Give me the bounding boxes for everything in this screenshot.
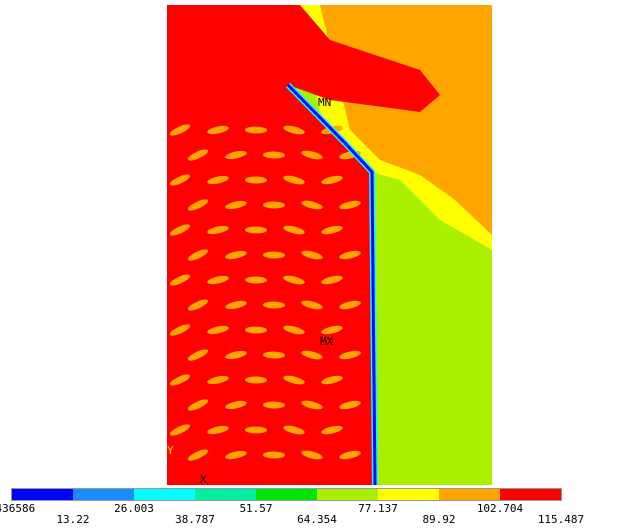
blob: [263, 201, 285, 209]
legend-bin: [73, 489, 134, 500]
blob: [339, 300, 361, 310]
blob: [339, 400, 361, 410]
blob: [169, 124, 191, 136]
blob: [207, 275, 229, 285]
blob: [225, 450, 247, 460]
blob: [245, 426, 267, 434]
legend-bin: [256, 489, 317, 500]
blob: [207, 425, 229, 435]
blob: [169, 424, 191, 436]
blob: [225, 400, 247, 410]
blob: [187, 399, 209, 411]
blob: [263, 251, 285, 259]
blob: [169, 374, 191, 386]
legend-label: 51.57: [239, 502, 272, 515]
blob: [225, 300, 247, 310]
blob: [187, 149, 209, 161]
blob: [263, 301, 285, 309]
blob: [169, 274, 191, 286]
blob: [225, 350, 247, 360]
blob: [283, 325, 305, 335]
blobs: [169, 124, 361, 461]
annotation: MX: [320, 335, 334, 348]
blob: [283, 225, 305, 235]
blob: [207, 225, 229, 235]
legend-label: .436586: [0, 502, 35, 515]
blob: [339, 450, 361, 460]
legend-label: 13.22: [56, 513, 89, 526]
blob: [321, 325, 343, 335]
edge-line: [286, 83, 377, 486]
blob: [339, 250, 361, 260]
blob: [245, 326, 267, 334]
legend-bin: [439, 489, 500, 500]
legend-bin: [12, 489, 73, 500]
legend-bin: [378, 489, 439, 500]
axis-label: Y: [167, 444, 174, 457]
blob: [245, 376, 267, 384]
blob: [301, 350, 323, 360]
blob: [225, 150, 247, 160]
blob: [225, 200, 247, 210]
field-green: [372, 172, 492, 485]
blob: [263, 451, 285, 459]
blob: [283, 375, 305, 385]
blob: [263, 151, 285, 159]
legend-label: 102.704: [477, 502, 524, 515]
blob: [301, 400, 323, 410]
blob: [321, 175, 343, 185]
blob: [321, 225, 343, 235]
axis-label: X: [200, 473, 207, 486]
legend-label: 77.137: [358, 502, 398, 515]
blob: [283, 125, 305, 135]
blob: [301, 150, 323, 160]
blob: [245, 176, 267, 184]
blob: [187, 199, 209, 211]
legend-label: 115.487: [538, 513, 584, 526]
blob: [321, 375, 343, 385]
annotation: MN: [318, 96, 331, 109]
blob: [321, 275, 343, 285]
blob: [339, 350, 361, 360]
legend-bin: [134, 489, 195, 500]
blob: [187, 299, 209, 311]
blob: [263, 401, 285, 409]
blob: [263, 351, 285, 359]
blob: [283, 175, 305, 185]
blob: [207, 325, 229, 335]
blob: [321, 425, 343, 435]
blob: [187, 449, 209, 461]
blob: [245, 276, 267, 284]
blob: [301, 250, 323, 260]
blob: [245, 126, 267, 134]
legend-label: 89.92: [422, 513, 455, 526]
blob: [225, 250, 247, 260]
blob: [339, 200, 361, 210]
legend-bin: [195, 489, 256, 500]
blob: [169, 324, 191, 336]
blob: [169, 224, 191, 236]
legend-bin: [317, 489, 378, 500]
blob: [301, 450, 323, 460]
blob: [207, 175, 229, 185]
blob: [283, 425, 305, 435]
blob: [301, 300, 323, 310]
blob: [169, 174, 191, 186]
blob: [245, 226, 267, 234]
blob: [207, 375, 229, 385]
legend-label: 38.787: [175, 513, 215, 526]
blob: [301, 200, 323, 210]
legend-label: 64.354: [297, 513, 337, 526]
field: [167, 5, 492, 486]
blob: [207, 125, 229, 135]
legend-label: 26.003: [114, 502, 154, 515]
blob: [187, 349, 209, 361]
blob: [283, 275, 305, 285]
blob: [187, 249, 209, 261]
legend-bin: [500, 489, 561, 500]
